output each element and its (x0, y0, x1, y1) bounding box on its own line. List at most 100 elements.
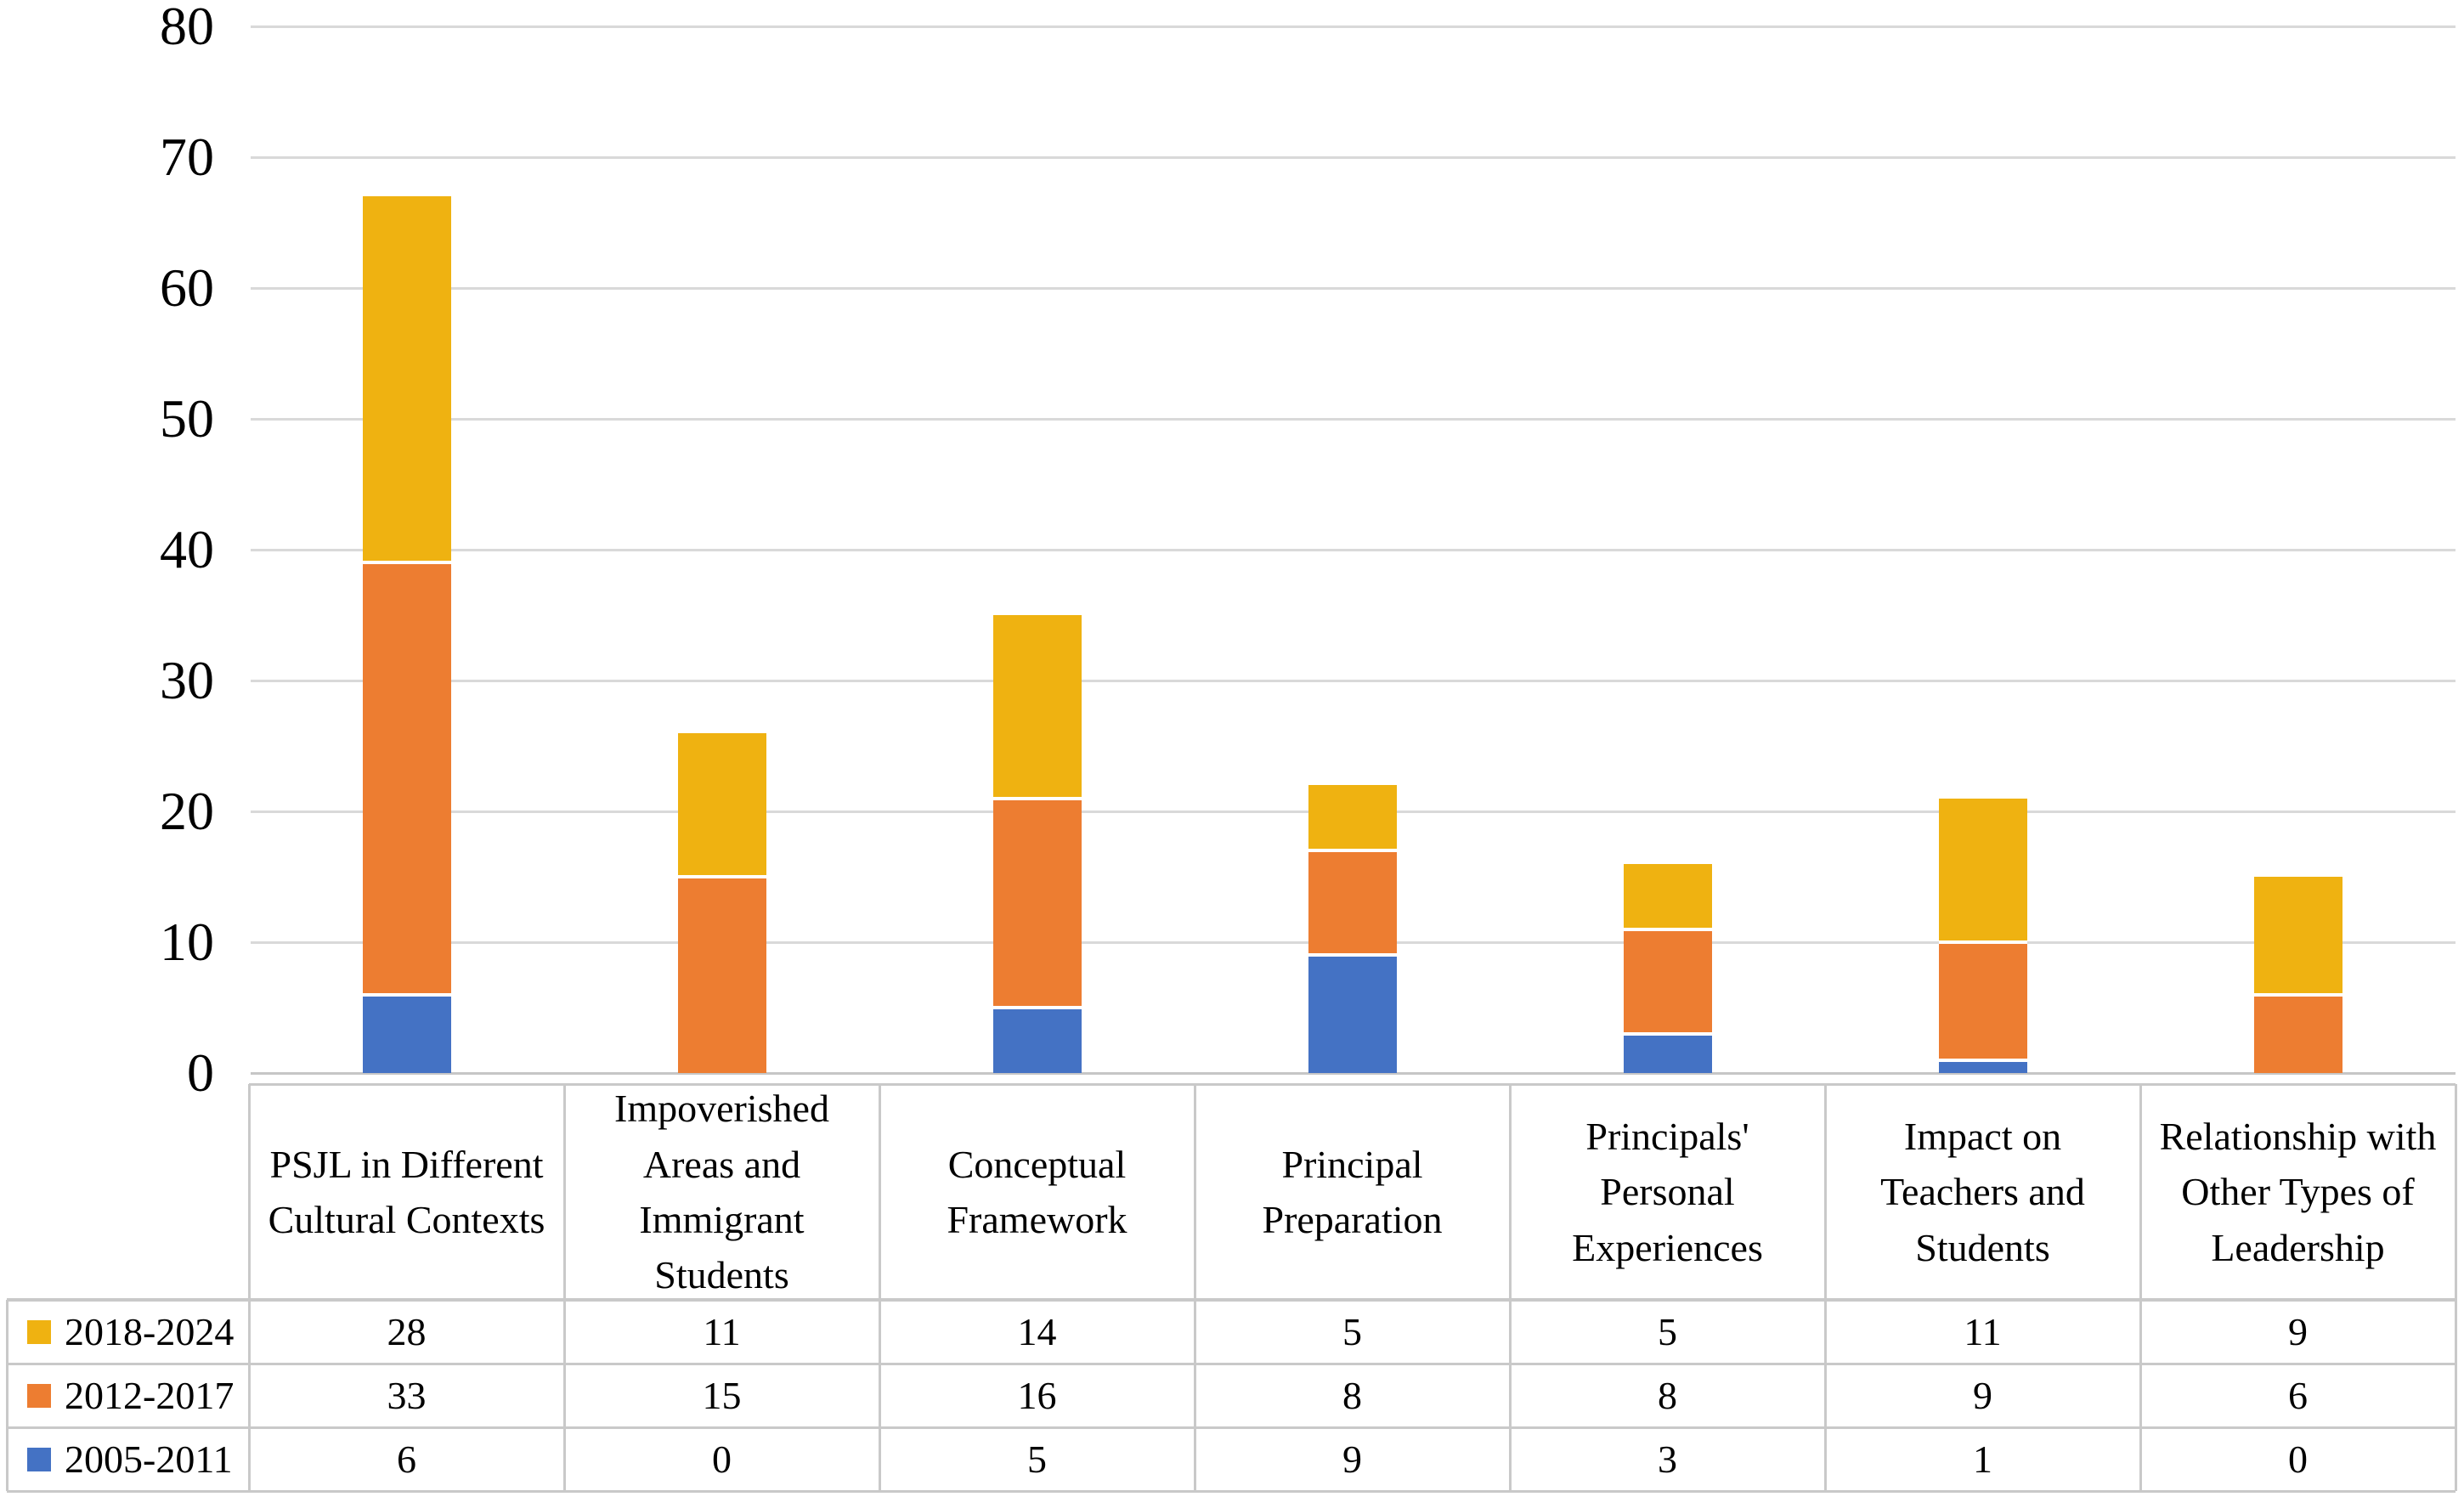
legend-series-label: 2012-2017 (65, 1374, 235, 1417)
bar-segment-2005-2011 (1938, 1059, 2027, 1073)
y-axis-tick-label: 20 (160, 781, 214, 841)
table-border-column (2139, 1084, 2142, 1491)
bar-segment-2012-2017 (677, 877, 766, 1073)
bar-segment-2018-2024 (677, 732, 766, 877)
bar-segment-2005-2011 (362, 994, 451, 1073)
bar-segment-2018-2024 (2253, 877, 2342, 995)
category-header-cell: Conceptual Framework (881, 1086, 1193, 1298)
category-header-cell: Impact on Teachers and Students (1827, 1086, 2139, 1298)
bar-segment-separator (992, 796, 1082, 800)
category-header-cell: PSJL in Different Cultural Contexts (251, 1086, 562, 1298)
category-header-cell: Relationship with Other Types of Leaders… (2142, 1086, 2454, 1298)
bar-segment-separator (1623, 927, 1712, 931)
table-value-cell: 9 (2288, 1310, 2308, 1353)
bar-segment-2018-2024 (1938, 798, 2027, 942)
table-border-column (247, 1084, 251, 1491)
category-header-cell: Principal Preparation (1196, 1086, 1508, 1298)
y-axis-tick-label: 50 (160, 388, 214, 449)
table-value-cell: 5 (1658, 1310, 1677, 1353)
bar-segment-2012-2017 (1308, 850, 1397, 956)
bar-segment-separator (362, 561, 451, 565)
table-border-left (5, 1300, 8, 1491)
y-axis-tick-label: 10 (160, 912, 214, 972)
table-border-column (878, 1084, 881, 1491)
table-border-row (7, 1426, 2456, 1429)
bar-segment-separator (677, 875, 766, 878)
table-value-cell: 5 (1342, 1310, 1362, 1353)
gridline (251, 548, 2456, 551)
bar-segment-2005-2011 (992, 1008, 1082, 1073)
bar-segment-2012-2017 (1938, 942, 2027, 1060)
bar-segment-separator (362, 992, 451, 997)
bar-segment-2018-2024 (362, 196, 451, 563)
category-header-cell: Impoverished Areas and Immigrant Student… (566, 1086, 878, 1298)
bar-segment-separator (992, 1006, 1082, 1009)
table-value-cell: 1 (1973, 1437, 1992, 1481)
bar-segment-2018-2024 (1308, 785, 1397, 851)
y-axis-tick-label: 40 (160, 519, 214, 579)
y-axis-tick-label: 30 (160, 650, 214, 710)
legend-key-icon (27, 1383, 51, 1408)
gridline (251, 417, 2456, 421)
table-border-bottom (7, 1489, 2456, 1493)
bar-segment-separator (2253, 992, 2342, 997)
legend-key-icon (27, 1319, 51, 1344)
table-border-row (7, 1362, 2456, 1365)
table-value-cell: 0 (2288, 1437, 2308, 1481)
table-border-column (2454, 1084, 2457, 1491)
table-value-cell: 8 (1658, 1374, 1677, 1417)
legend-row-2018-2024: 2018-2024 (8, 1300, 247, 1364)
bar-segment-2012-2017 (2253, 994, 2342, 1073)
table-border-column (1193, 1084, 1196, 1491)
table-value-cell: 0 (712, 1437, 732, 1481)
category-label: Principal Preparation (1262, 1142, 1443, 1241)
category-label: Impact on Teachers and Students (1880, 1115, 2085, 1269)
category-label: PSJL in Different Cultural Contexts (268, 1142, 545, 1241)
y-axis-tick-label: 80 (160, 0, 214, 56)
bar-segment-separator (1938, 940, 2027, 944)
table-value-cell: 8 (1342, 1374, 1362, 1417)
table-value-cell: 9 (1342, 1437, 1362, 1481)
legend-key-icon (27, 1447, 51, 1471)
table-border-column (1823, 1084, 1827, 1491)
bar-segment-separator (1938, 1058, 2027, 1062)
category-label: Relationship with Other Types of Leaders… (2159, 1115, 2437, 1269)
table-value-cell: 3 (1658, 1437, 1677, 1481)
y-axis-tick-label: 0 (187, 1042, 214, 1103)
bar-segment-2012-2017 (362, 562, 451, 995)
bar-segment-2018-2024 (1623, 863, 1712, 929)
legend-series-label: 2005-2011 (65, 1437, 233, 1481)
table-value-cell: 28 (387, 1310, 427, 1353)
category-label: Principals' Personal Experiences (1572, 1115, 1763, 1269)
x-axis-line (251, 1071, 2456, 1075)
bar-segment-separator (1623, 1031, 1712, 1036)
bar-segment-separator (1308, 849, 1397, 853)
table-border-column (1508, 1084, 1512, 1491)
table-value-cell: 5 (1027, 1437, 1047, 1481)
table-value-cell: 14 (1017, 1310, 1057, 1353)
table-value-cell: 16 (1017, 1374, 1057, 1417)
gridline (251, 679, 2456, 682)
bar-segment-2012-2017 (1623, 929, 1712, 1034)
table-value-cell: 11 (703, 1310, 741, 1353)
table-value-cell: 33 (387, 1374, 427, 1417)
legend-row-2005-2011: 2005-2011 (8, 1427, 247, 1491)
table-value-cell: 9 (1973, 1374, 1992, 1417)
legend-series-label: 2018-2024 (65, 1310, 235, 1353)
table-value-cell: 11 (1964, 1310, 2002, 1353)
table-border-top (249, 1082, 2456, 1086)
y-axis-tick-label: 60 (160, 257, 214, 318)
legend-row-2012-2017: 2012-2017 (8, 1364, 247, 1427)
table-border-column (562, 1084, 566, 1491)
y-axis-tick-label: 70 (160, 127, 214, 187)
category-label: Conceptual Framework (947, 1142, 1127, 1241)
bar-segment-2012-2017 (992, 798, 1082, 1008)
gridline (251, 25, 2456, 28)
table-value-cell: 15 (702, 1374, 742, 1417)
category-label: Impoverished Areas and Immigrant Student… (614, 1087, 829, 1297)
bar-segment-2005-2011 (1308, 955, 1397, 1073)
category-header-cell: Principals' Personal Experiences (1512, 1086, 1823, 1298)
bar-segment-2005-2011 (1623, 1033, 1712, 1073)
bar-segment-2018-2024 (992, 615, 1082, 799)
gridline (251, 286, 2456, 290)
